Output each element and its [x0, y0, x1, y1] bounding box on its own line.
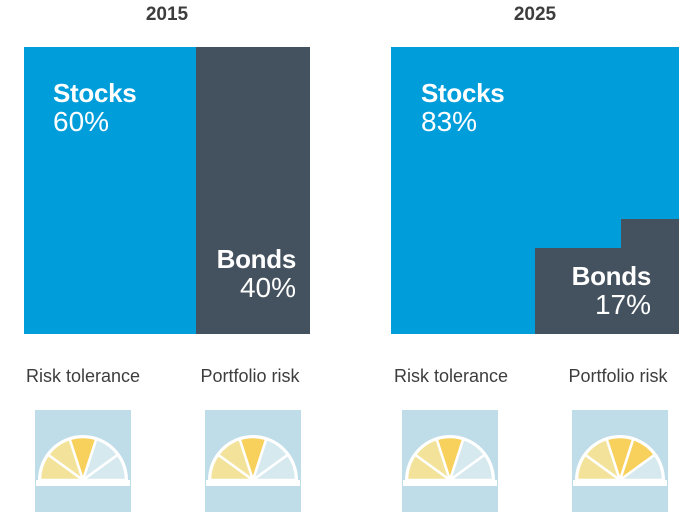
stocks-percent-2015: 60%: [53, 106, 110, 138]
gauge-base: [206, 480, 300, 486]
bonds-block-2025-upper: [621, 219, 679, 249]
gauge-base: [573, 480, 667, 486]
gauge-svg: [36, 435, 130, 486]
risk-gauge-2015-risk-tolerance: [35, 410, 131, 512]
year-title-2015: 2015: [145, 4, 189, 25]
risk-gauge-2015-portfolio-risk: [205, 410, 301, 512]
bonds-block-2015: [196, 47, 310, 334]
stocks-name-2025: Stocks: [421, 78, 505, 108]
stocks-label-2025: Stocks 83%: [421, 78, 505, 138]
gauge-label-2015-portfolio-risk: Portfolio risk: [200, 366, 300, 386]
bonds-block-2025-lower: [535, 248, 679, 334]
bonds-percent-2015: 40%: [239, 272, 296, 304]
gauge-svg: [206, 435, 300, 486]
gauge-segment-5: [616, 452, 665, 482]
risk-gauge-2025-portfolio-risk: [572, 410, 668, 512]
gauge-base: [36, 480, 130, 486]
stocks-percent-2025: 83%: [421, 106, 478, 138]
gauge-label-2025-portfolio-risk: Portfolio risk: [568, 366, 668, 386]
gauge-segment-5: [446, 452, 495, 482]
gauge-label-2015-risk-tolerance: Risk tolerance: [25, 366, 141, 386]
bonds-label-2025: Bonds 17%: [565, 261, 652, 321]
bonds-label-2015: Bonds 40%: [213, 244, 297, 304]
stocks-name-2015: Stocks: [53, 78, 137, 108]
bonds-percent-2025: 17%: [594, 289, 651, 321]
gauge-segment-5: [79, 452, 128, 482]
risk-gauge-2025-risk-tolerance: [402, 410, 498, 512]
year-title-2025: 2025: [513, 4, 557, 25]
gauge-base: [403, 480, 497, 486]
gauge-svg: [403, 435, 497, 486]
bonds-name-2025: Bonds: [571, 261, 652, 291]
gauge-label-2025-risk-tolerance: Risk tolerance: [393, 366, 509, 386]
stocks-block-2015: [24, 47, 196, 334]
gauge-segment-5: [249, 452, 298, 482]
stocks-label-2015: Stocks 60%: [53, 78, 137, 138]
bonds-name-2015: Bonds: [216, 244, 297, 274]
gauge-svg: [573, 435, 667, 486]
